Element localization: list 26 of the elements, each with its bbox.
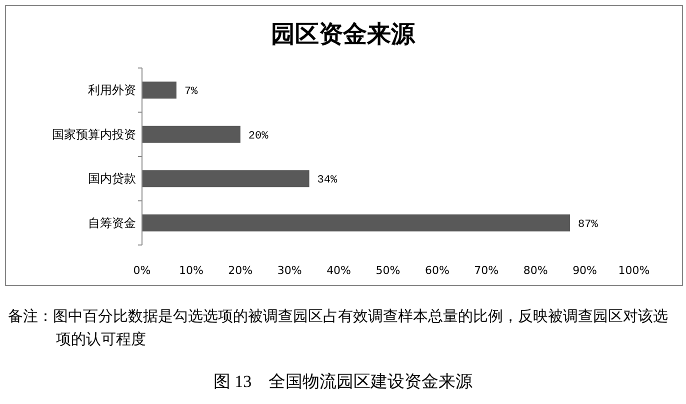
y-tick-label: 利用外资 — [88, 83, 136, 98]
bar — [142, 82, 176, 99]
x-tick-label: 60% — [424, 264, 450, 277]
data-label: 34% — [317, 174, 338, 187]
x-tick-label: 40% — [326, 264, 352, 277]
y-tick-label: 自筹资金 — [88, 216, 136, 230]
y-tick-label: 国内贷款 — [88, 172, 136, 186]
bar — [142, 214, 570, 232]
data-label: 87% — [578, 218, 598, 231]
data-label: 20% — [248, 130, 269, 142]
x-tick-label: 20% — [228, 264, 253, 277]
x-tick-label: 0% — [133, 264, 151, 277]
x-tick-label: 50% — [376, 264, 400, 277]
y-tick-label: 国家预算内投资 — [52, 127, 136, 142]
x-tick-label: 70% — [474, 264, 499, 277]
x-tick-label: 80% — [523, 264, 548, 277]
x-tick-label: 30% — [277, 264, 302, 277]
x-tick-label: 100% — [618, 264, 650, 277]
chart-title: 园区资金来源 — [271, 20, 416, 48]
x-tick-label: 10% — [178, 264, 204, 277]
text: 备注：图中百分比数据是勾选选项的被调查园区占有效调查样本总量的比例，反映被调查园区对该选项的认可程度 — [8, 307, 669, 350]
caption: 图 13 全国物流园区建设资金来源 — [212, 371, 474, 393]
bar — [142, 170, 310, 188]
data-label: 7% — [184, 86, 198, 98]
x-tick-label: 90% — [572, 264, 598, 277]
bar — [142, 126, 240, 143]
